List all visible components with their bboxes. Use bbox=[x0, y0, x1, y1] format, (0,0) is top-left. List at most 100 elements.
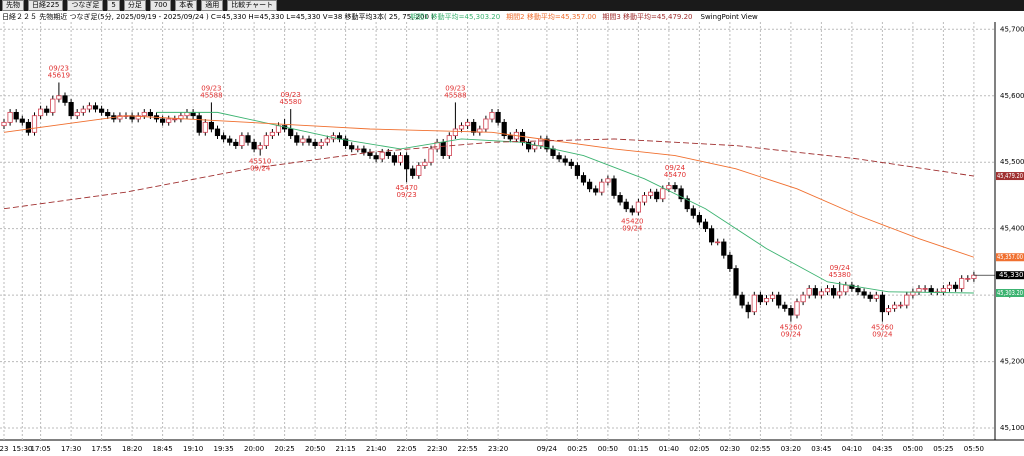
candle-body bbox=[361, 148, 367, 153]
moving-average bbox=[3, 138, 974, 210]
candle-body bbox=[715, 241, 721, 244]
candle-body bbox=[434, 141, 440, 150]
y-tick-label: 45,700 bbox=[1000, 25, 1024, 33]
candle-body bbox=[147, 111, 153, 117]
candle-body bbox=[837, 291, 843, 296]
candle-body bbox=[489, 111, 495, 120]
candle-body bbox=[556, 155, 562, 160]
x-tick-label: 02:30 bbox=[720, 445, 740, 453]
candle-body bbox=[922, 288, 928, 290]
toolbar-item[interactable]: 本表 bbox=[175, 0, 198, 11]
candle-body bbox=[855, 288, 861, 293]
x-tick-label: 04:35 bbox=[872, 445, 892, 453]
candle-body bbox=[782, 304, 788, 309]
candle-body bbox=[62, 95, 68, 103]
candle-body bbox=[562, 158, 568, 163]
legend-entry: 期間1 移動平均=45,303.20 bbox=[410, 12, 500, 21]
candle-body bbox=[25, 121, 32, 133]
candle-body bbox=[141, 111, 147, 117]
candle-body bbox=[574, 165, 581, 176]
ma-last-box bbox=[996, 253, 1024, 262]
x-tick-label: 17:55 bbox=[92, 445, 112, 453]
x-tick-label: 23:20 bbox=[488, 445, 508, 453]
candle-body bbox=[349, 145, 355, 150]
candle-body bbox=[117, 115, 123, 120]
candle-body bbox=[739, 294, 745, 306]
candle-body bbox=[7, 111, 13, 123]
candle-body bbox=[373, 155, 379, 160]
swing-point-label: 09/24 bbox=[665, 164, 686, 172]
candle-body bbox=[410, 168, 416, 176]
swing-point-label: 09/24 bbox=[872, 331, 893, 339]
candle-body bbox=[727, 254, 733, 269]
candle-body bbox=[806, 288, 812, 296]
candle-body bbox=[678, 188, 684, 200]
candle-body bbox=[648, 191, 654, 196]
candle-body bbox=[324, 138, 330, 143]
candle-body bbox=[770, 294, 776, 299]
candle-body bbox=[709, 228, 715, 243]
swing-point-label: 09/23 bbox=[49, 64, 69, 72]
candle-body bbox=[251, 141, 257, 150]
swing-point-label: 09/24 bbox=[250, 165, 271, 173]
x-tick-label: 21:15 bbox=[336, 445, 356, 453]
candle-body bbox=[721, 241, 727, 256]
candle-body bbox=[184, 111, 190, 117]
candle-body bbox=[867, 294, 873, 299]
swing-point-label: 09/23 bbox=[201, 84, 221, 92]
candle-body bbox=[501, 121, 507, 137]
candle-body bbox=[92, 105, 99, 110]
toolbar-item[interactable]: 分足 bbox=[123, 0, 146, 11]
candle-body bbox=[300, 138, 306, 143]
swing-point-label: 45619 bbox=[48, 71, 70, 79]
x-tick-label: 01:40 bbox=[659, 445, 679, 453]
x-tick-label: 22:30 bbox=[427, 445, 447, 453]
candle-body bbox=[733, 268, 739, 296]
x-tick-label: 15:30 bbox=[12, 445, 32, 453]
x-tick-label: 18:45 bbox=[153, 445, 173, 453]
candle-body bbox=[80, 108, 86, 113]
candle-body bbox=[818, 291, 825, 296]
toolbar-item[interactable]: 700 bbox=[149, 0, 172, 11]
y-tick-label: 45,400 bbox=[1000, 225, 1024, 233]
candle-body bbox=[208, 121, 214, 130]
toolbar-item[interactable]: つなぎ足 bbox=[67, 0, 104, 11]
toolbar-item[interactable]: 比較チャート bbox=[227, 0, 278, 11]
toolbar-item[interactable]: 日経225 bbox=[28, 0, 64, 11]
y-tick-label: 45,500 bbox=[1000, 158, 1024, 166]
candle-body bbox=[220, 135, 227, 140]
x-tick-label: 05:00 bbox=[903, 445, 923, 453]
candle-body bbox=[458, 125, 465, 130]
candle-body bbox=[471, 121, 477, 133]
last-price-box bbox=[996, 271, 1024, 280]
candle-body bbox=[135, 115, 141, 120]
candle-body bbox=[38, 108, 44, 117]
candle-body bbox=[44, 108, 50, 113]
swing-point-label: 09/24 bbox=[781, 331, 802, 339]
candle-body bbox=[959, 278, 965, 289]
candle-body bbox=[263, 135, 269, 147]
candle-body bbox=[538, 138, 544, 147]
candle-body bbox=[684, 198, 690, 210]
candle-body bbox=[654, 191, 660, 200]
candle-body bbox=[824, 288, 831, 293]
candle-body bbox=[580, 175, 587, 183]
toolbar-item[interactable]: 5 bbox=[107, 0, 120, 11]
candle-body bbox=[172, 118, 178, 121]
swing-point-label: 45470 bbox=[664, 171, 686, 179]
candle-body bbox=[245, 135, 251, 143]
toolbar-item[interactable]: 適用 bbox=[201, 0, 224, 11]
candle-body bbox=[946, 284, 953, 289]
candle-body bbox=[74, 111, 80, 117]
x-tick-label: 21:40 bbox=[366, 445, 386, 453]
toolbar-item[interactable]: 先物 bbox=[2, 0, 24, 11]
candle-body bbox=[611, 178, 617, 196]
candle-body bbox=[800, 294, 806, 303]
candle-body bbox=[13, 111, 19, 120]
candle-body bbox=[239, 135, 245, 147]
x-tick-label: 19:35 bbox=[214, 445, 234, 453]
candle-body bbox=[812, 288, 818, 296]
candle-body bbox=[550, 148, 556, 156]
